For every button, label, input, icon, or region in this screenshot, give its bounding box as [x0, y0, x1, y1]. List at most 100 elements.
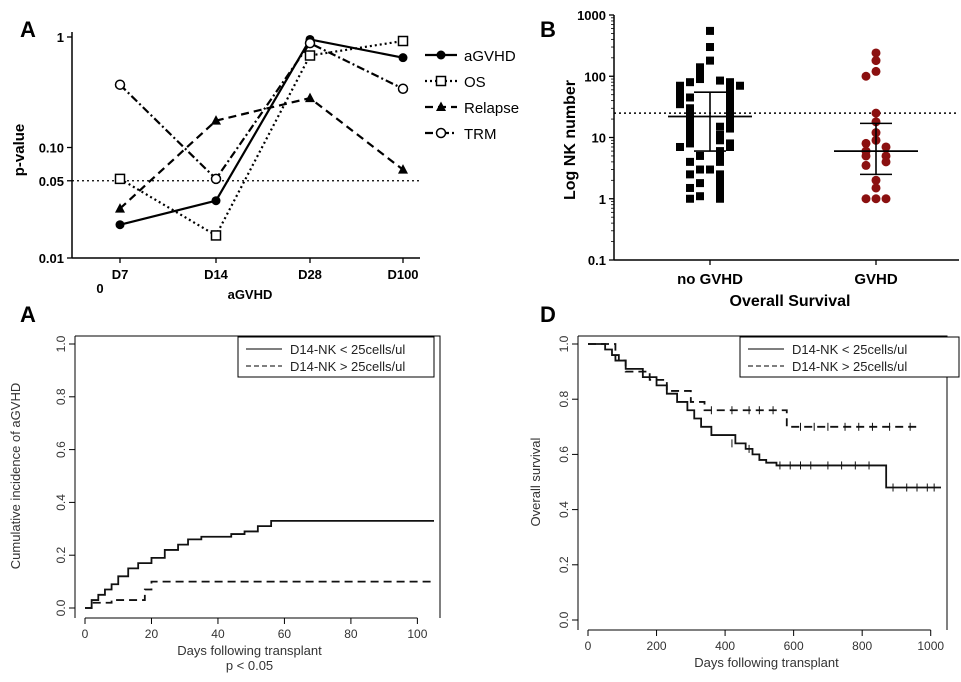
y-tick-label: 0.01 [39, 251, 64, 266]
y-tick-label: 1 [599, 192, 606, 207]
y-tick-label: 1.0 [557, 335, 571, 352]
data-point [397, 83, 409, 95]
data-point [686, 122, 694, 131]
x-tick-label: 80 [344, 627, 358, 641]
data-point [115, 220, 125, 230]
x-tick-label: 200 [647, 639, 667, 653]
data-point [716, 183, 724, 192]
data-point [305, 92, 315, 103]
data-point [210, 173, 222, 185]
y-tick-label: 0.2 [54, 547, 68, 564]
x-tick-label: 20 [145, 627, 159, 641]
data-point [726, 85, 734, 94]
data-point [726, 142, 734, 151]
footnote: p < 0.05 [226, 658, 273, 673]
y-tick-label: 1 [57, 30, 64, 45]
y-tick-label: 0.8 [557, 391, 571, 408]
x-axis-label: Days following transplant [177, 643, 322, 658]
data-point [686, 128, 694, 137]
data-point [716, 189, 724, 198]
series-line-1 [588, 343, 918, 428]
data-point [706, 26, 714, 35]
y-tick-label: 1000 [577, 8, 606, 23]
x-tick-label: 400 [715, 639, 735, 653]
y-tick-label: 0.6 [557, 446, 571, 463]
y-axis-label: Log NK number [562, 80, 579, 200]
legend-label: TRM [464, 126, 497, 143]
data-point [696, 75, 704, 84]
data-point [696, 67, 704, 76]
data-point [706, 43, 714, 52]
legend-label: D14-NK < 25cells/ul [792, 342, 907, 357]
legend-box [739, 336, 960, 378]
legend-label: D14-NK > 25cells/ul [290, 359, 405, 374]
data-point [676, 90, 684, 99]
x-tick-label: 600 [784, 639, 804, 653]
data-point [861, 138, 871, 148]
panel-label: A [20, 17, 36, 42]
x-tick-label: 1000 [917, 639, 944, 653]
data-point [706, 165, 714, 174]
series-line-trm [119, 41, 404, 181]
y-tick-label: 0.4 [54, 494, 68, 511]
legend-label: OS [464, 74, 486, 91]
series-line-relapse [119, 96, 404, 210]
y-axis-label: Cumulative incidence of aGVHD [8, 383, 23, 569]
panel-c: A 0.0 0.2 0.4 0.6 0.8 1.0 0 20 40 60 80 100 Days foll… [8, 302, 441, 673]
data-point [210, 230, 222, 241]
data-point [861, 151, 871, 161]
y-tick-label: 0.8 [54, 388, 68, 405]
series-line-os [119, 39, 404, 237]
y-tick-label: 0.10 [39, 141, 64, 156]
legend: D14-NK < 25cells/ul D14-NK > 25cells/ul [739, 336, 960, 378]
y-tick-label: 0.1 [588, 253, 606, 268]
x-tick-label: no GVHD [677, 271, 743, 288]
data-point [686, 117, 694, 126]
data-point [726, 119, 734, 128]
legend: D14-NK < 25cells/ul D14-NK > 25cells/ul [237, 336, 435, 378]
x-tick-label: 100 [407, 627, 427, 641]
y-axis-label: p-value [11, 124, 28, 177]
data-point [398, 53, 408, 63]
data-point [716, 176, 724, 185]
origin-label: 0 [96, 281, 103, 296]
series-line-1 [85, 580, 434, 609]
legend-marker [435, 75, 447, 87]
data-point [726, 115, 734, 124]
data-point [696, 63, 704, 72]
data-point [716, 136, 724, 145]
data-point [686, 170, 694, 179]
data-point [114, 173, 126, 185]
data-point [736, 81, 744, 90]
data-point [397, 35, 409, 47]
x-axis-label: Overall Survival [730, 293, 851, 310]
data-point [686, 183, 694, 192]
legend-label: aGVHD [464, 48, 516, 65]
legend: aGVHD OS Relapse TRM [425, 48, 519, 143]
y-tick-label: 1.0 [54, 335, 68, 352]
data-point [304, 37, 316, 49]
data-point [686, 157, 694, 166]
x-axis-label: Days following transplant [694, 655, 839, 670]
data-point [676, 100, 684, 109]
data-point [716, 122, 724, 131]
legend-label: D14-NK > 25cells/ul [792, 359, 907, 374]
y-tick-label: 0.4 [557, 501, 571, 518]
data-point [726, 109, 734, 118]
data-point [871, 56, 881, 66]
x-tick-label: 0 [82, 627, 89, 641]
data-point [211, 196, 221, 206]
data-point [861, 71, 871, 81]
data-point [696, 192, 704, 201]
x-axis-label: aGVHD [228, 287, 273, 302]
data-point [881, 194, 891, 204]
data-point [871, 175, 881, 185]
x-tick-label: 40 [211, 627, 225, 641]
data-point [115, 203, 125, 213]
data-point [716, 157, 724, 166]
data-point [211, 115, 221, 125]
data-point [716, 76, 724, 85]
x-tick-label: 800 [852, 639, 872, 653]
data-point [881, 157, 891, 167]
